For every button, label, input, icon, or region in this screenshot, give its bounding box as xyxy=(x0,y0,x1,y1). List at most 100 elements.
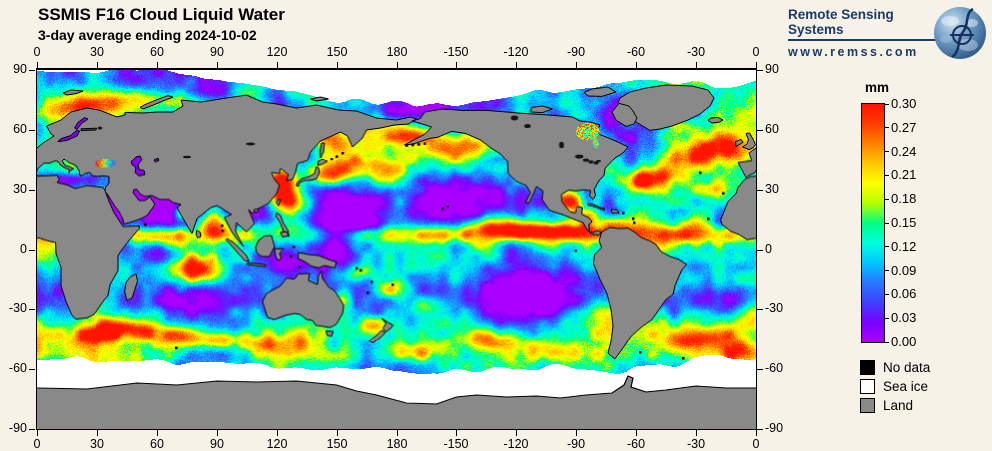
axis-tick-label: -60 xyxy=(765,361,784,375)
colorbar-tick-mark xyxy=(884,317,889,319)
axis-tick-mark xyxy=(96,62,98,68)
axis-tick-label: -30 xyxy=(765,301,784,315)
axis-tick-mark xyxy=(757,428,763,430)
axis-tick-mark xyxy=(336,62,338,68)
axis-tick-label: -150 xyxy=(443,45,469,59)
axis-tick-label: 60 xyxy=(765,122,779,136)
legend-item: Sea ice xyxy=(860,377,930,396)
axis-tick-label: 150 xyxy=(326,437,348,451)
axis-tick-label: 0 xyxy=(765,242,772,256)
axis-tick-label: 0 xyxy=(33,437,41,451)
axis-tick-mark xyxy=(276,430,278,436)
axis-tick-mark xyxy=(156,62,158,68)
axis-tick-mark xyxy=(156,430,158,436)
axis-tick-label: 0 xyxy=(752,45,760,59)
axis-tick-label: 150 xyxy=(326,45,348,59)
legend-label: Land xyxy=(883,398,914,413)
axis-tick-label: 60 xyxy=(13,122,27,136)
colorbar-tick-mark xyxy=(884,174,889,176)
axis-tick-mark xyxy=(36,430,38,436)
colorbar-tick-label: 0.00 xyxy=(891,334,917,349)
legend-swatch xyxy=(860,360,875,375)
axis-tick-mark xyxy=(216,62,218,68)
axis-tick-label: 90 xyxy=(13,62,27,76)
axis-tick-label: -90 xyxy=(566,437,586,451)
axis-tick-label: 0 xyxy=(20,242,27,256)
axis-tick-label: 90 xyxy=(765,62,779,76)
axis-tick-label: 180 xyxy=(386,45,408,59)
remss-logo-name: Remote Sensing Systems xyxy=(788,7,946,41)
axis-tick-mark xyxy=(29,189,35,191)
axis-tick-mark xyxy=(515,62,517,68)
axis-tick-mark xyxy=(757,129,763,131)
legend-swatch xyxy=(860,398,875,413)
axis-tick-mark xyxy=(276,62,278,68)
axis-tick-mark xyxy=(36,62,38,68)
axis-tick-mark xyxy=(29,69,35,71)
colorbar-tick-label: 0.27 xyxy=(891,119,917,135)
earth-globe-icon xyxy=(934,7,986,59)
axis-tick-mark xyxy=(29,368,35,370)
legend-label: No data xyxy=(883,360,931,375)
axis-tick-label: 90 xyxy=(210,45,224,59)
axis-tick-label: -150 xyxy=(443,437,469,451)
axis-tick-label: -30 xyxy=(8,301,27,315)
axis-tick-label: -60 xyxy=(626,45,646,59)
page-subtitle: 3-day average ending 2024-10-02 xyxy=(38,27,257,43)
colorbar-tick-mark xyxy=(884,293,889,295)
page-title: SSMIS F16 Cloud Liquid Water xyxy=(38,5,285,24)
axis-tick-mark xyxy=(29,308,35,310)
colorbar-tick-mark xyxy=(884,198,889,200)
axis-tick-label: -120 xyxy=(503,45,529,59)
axis-tick-label: 30 xyxy=(765,182,779,196)
axis-tick-label: -60 xyxy=(626,437,646,451)
axis-tick-label: 0 xyxy=(752,437,760,451)
colorbar-tick-mark xyxy=(884,270,889,272)
axis-tick-label: 120 xyxy=(266,437,288,451)
axis-tick-mark xyxy=(755,62,757,68)
colorbar-tick-mark xyxy=(884,341,889,343)
axis-tick-label: -90 xyxy=(8,421,27,435)
axis-tick-label: 180 xyxy=(386,437,408,451)
colorbar-tick-label: 0.09 xyxy=(891,262,917,278)
axis-tick-label: -30 xyxy=(686,45,706,59)
axis-tick-label: 30 xyxy=(90,45,104,59)
axis-tick-label: -90 xyxy=(765,421,784,435)
legend-label: Sea ice xyxy=(883,379,929,394)
colorbar-unit-label: mm xyxy=(864,80,889,95)
axis-tick-mark xyxy=(336,430,338,436)
axis-tick-mark xyxy=(396,62,398,68)
colorbar-tick-mark xyxy=(884,222,889,224)
colorbar-tick-label: 0.03 xyxy=(891,310,917,326)
axis-tick-label: -120 xyxy=(503,437,529,451)
axis-tick-label: 60 xyxy=(150,437,164,451)
axis-tick-label: 90 xyxy=(210,437,224,451)
axis-tick-mark xyxy=(757,189,763,191)
colorbar-tick-label: 0.18 xyxy=(891,191,917,207)
axis-tick-mark xyxy=(635,62,637,68)
axis-tick-mark xyxy=(96,430,98,436)
cloud-liquid-water-map-canvas xyxy=(37,70,756,429)
axis-tick-label: -90 xyxy=(566,45,586,59)
remss-logo-link[interactable]: Remote Sensing Systems www.remss.com xyxy=(788,7,988,63)
world-map: 0 0 30 30 60 60 90 90 120 120 150 150 180 180 -150 -150… xyxy=(9,45,783,451)
colorbar-tick-label: 0.15 xyxy=(891,215,917,230)
axis-tick-mark xyxy=(757,308,763,310)
axis-tick-mark xyxy=(575,62,577,68)
axis-tick-mark xyxy=(635,430,637,436)
axis-tick-mark xyxy=(29,428,35,430)
colorbar-tick-label: 0.12 xyxy=(891,238,917,254)
colorbar-tick-mark xyxy=(884,246,889,248)
map-legend: No data Sea ice Land xyxy=(860,358,930,415)
colorbar-gradient xyxy=(861,103,885,343)
axis-tick-mark xyxy=(396,430,398,436)
axis-tick-mark xyxy=(757,249,763,251)
axis-tick-mark xyxy=(757,368,763,370)
legend-item: Land xyxy=(860,396,930,415)
colorbar-tick-mark xyxy=(884,103,889,105)
axis-tick-mark xyxy=(29,249,35,251)
axis-tick-label: 30 xyxy=(90,437,104,451)
axis-tick-mark xyxy=(695,62,697,68)
axis-tick-mark xyxy=(515,430,517,436)
